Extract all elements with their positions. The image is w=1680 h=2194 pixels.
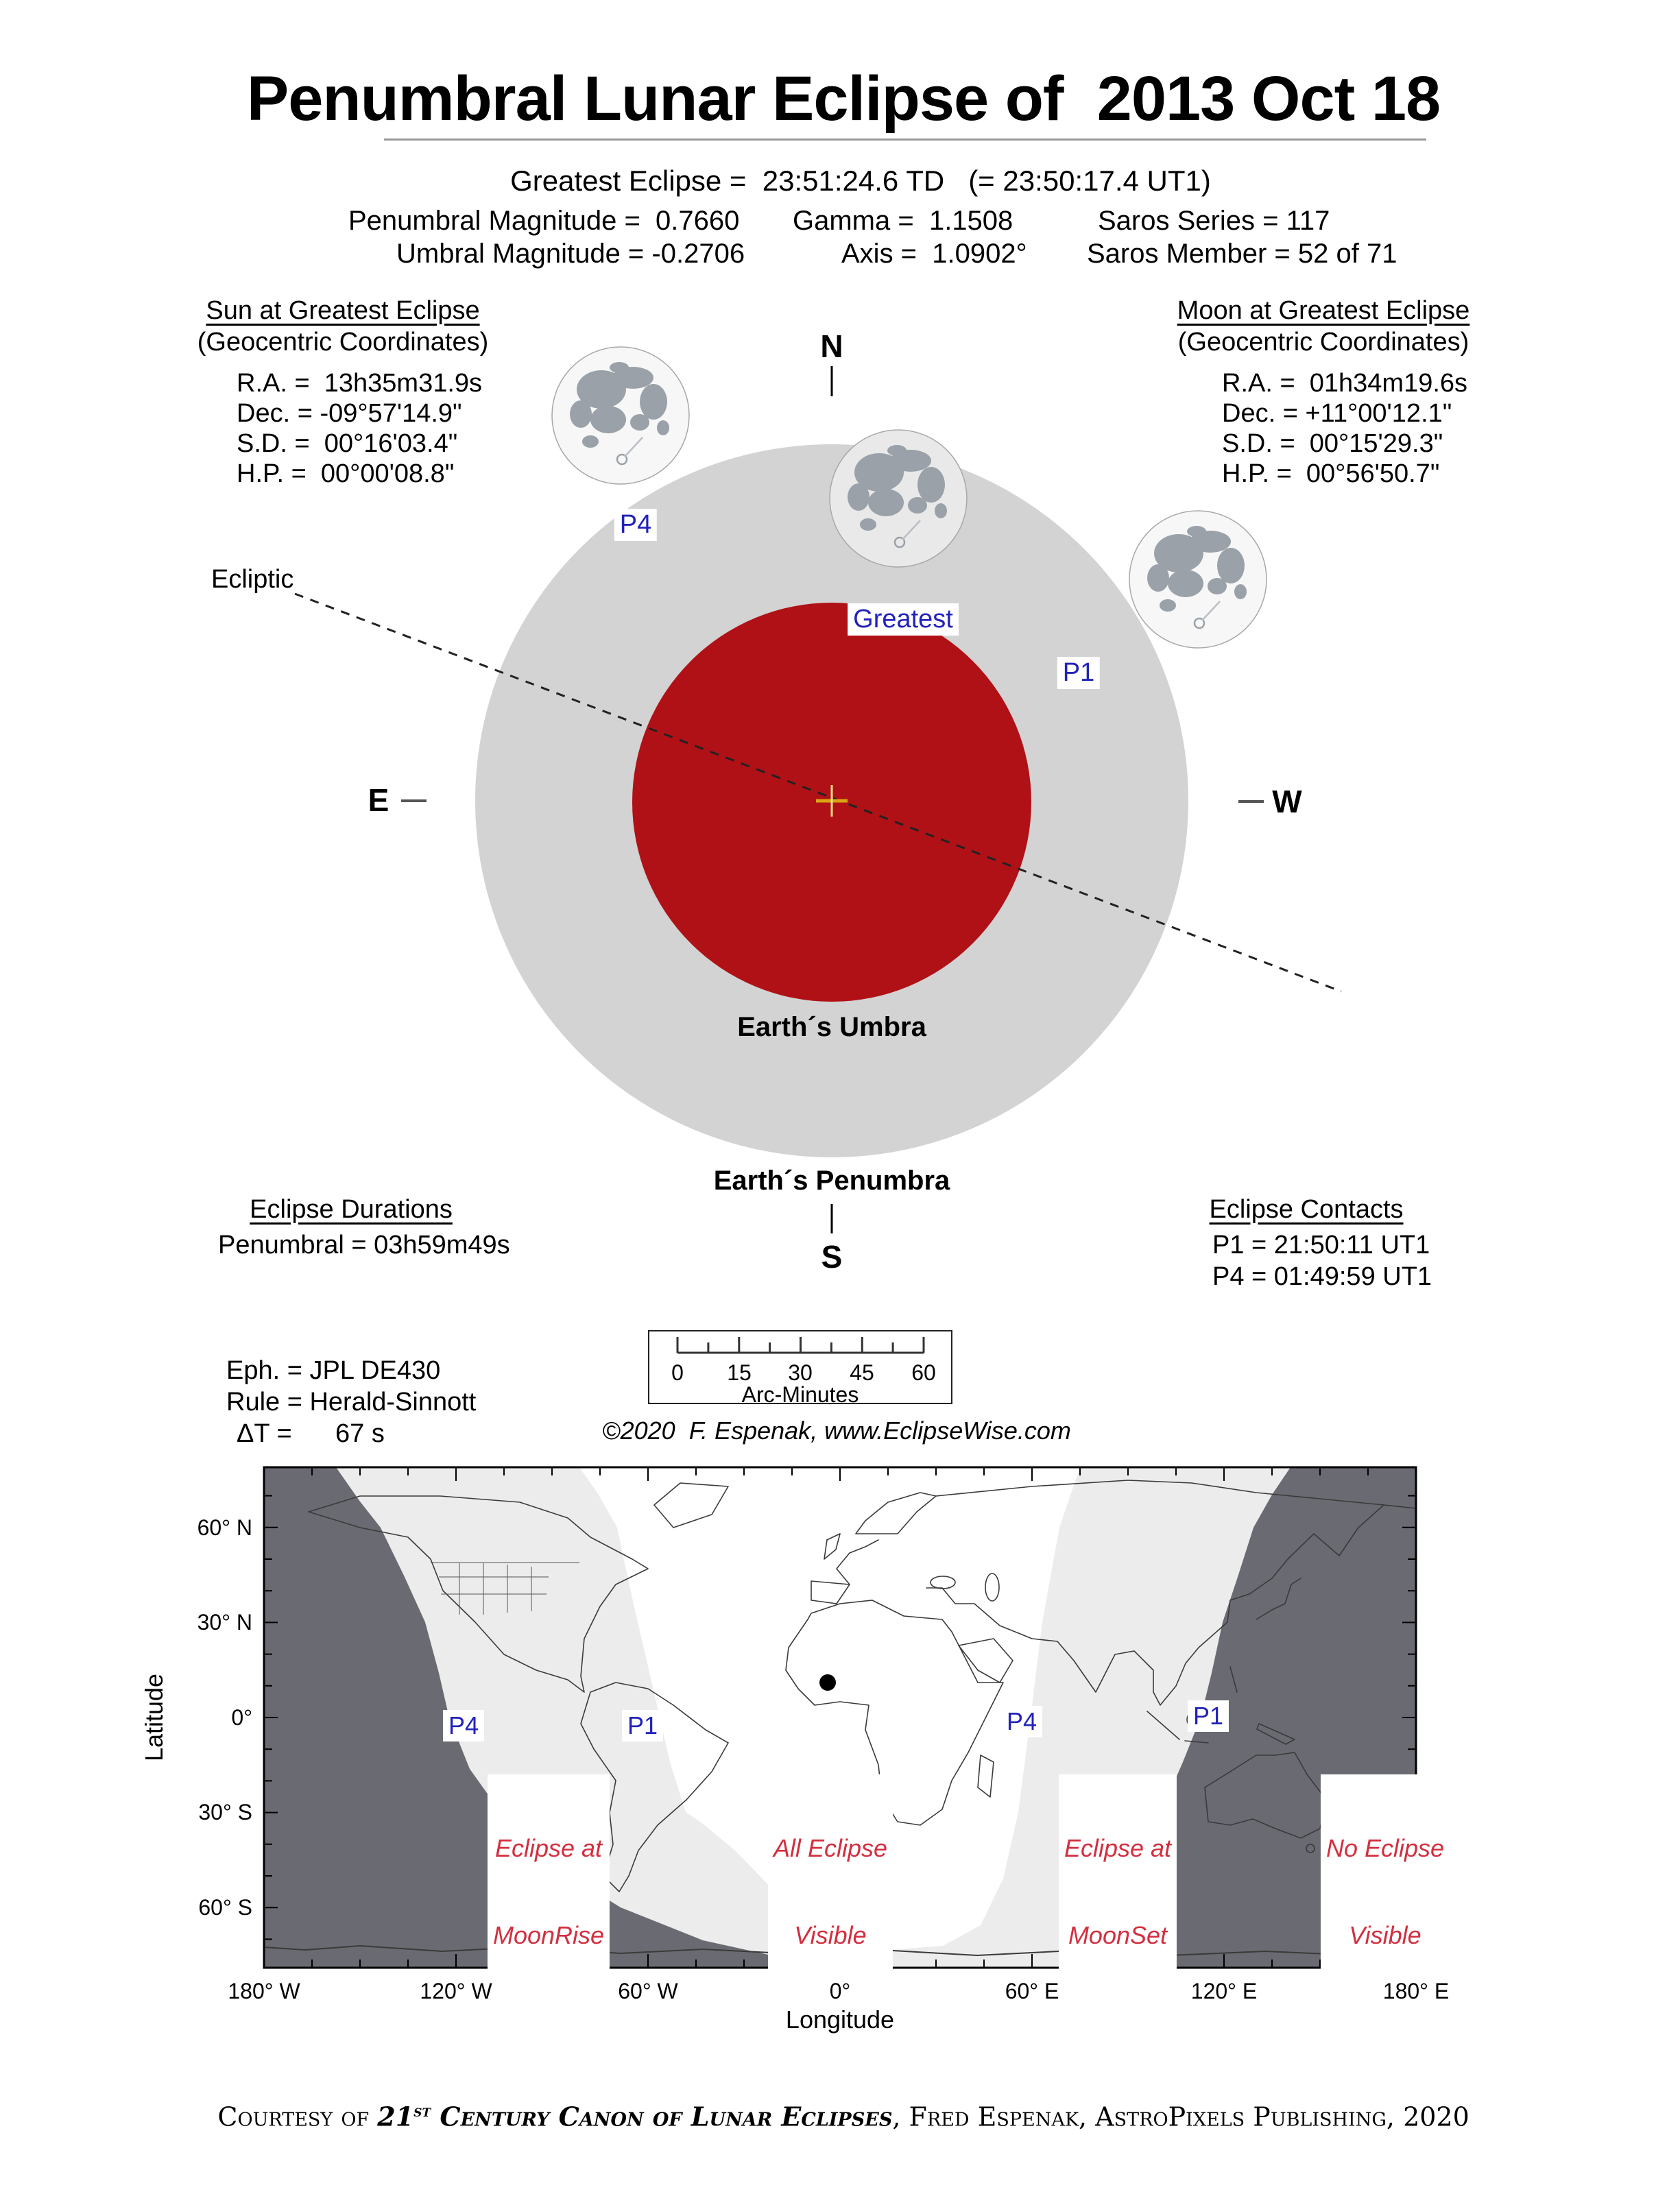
zone-moonset-line2: MoonSet (1068, 1921, 1168, 1950)
footer-prefix: Courtesy of (217, 2101, 378, 2132)
scale-tick-30: 30 (788, 1360, 813, 1385)
map-xlabel: Longitude (785, 2005, 895, 2034)
footer-book-title: Century Canon of Lunar Eclipses (431, 2101, 893, 2132)
lat-tick-60s: 60° S (198, 1895, 252, 1920)
moon-block-heading: Moon at Greatest Eclipse (1177, 296, 1470, 325)
zone-moonset-line1: Eclipse at (1064, 1833, 1172, 1862)
zone-all-line2: Visible (794, 1921, 867, 1950)
footer-suffix: , Fred Espenak, AstroPixels Publishing, … (892, 2101, 1469, 2132)
zone-label-moonrise: Eclipse at MoonRise (487, 1774, 610, 1981)
saros-series: Saros Series = 117 (1098, 206, 1330, 236)
footer-book-number: 21 (377, 2101, 414, 2132)
axis: Axis = 1.0902° (841, 239, 1027, 269)
scale-tick-45: 45 (850, 1360, 874, 1385)
map-marker-p1-west: P1 (621, 1710, 664, 1741)
greatest-eclipse-time: Greatest Eclipse = 23:51:24.6 TD (= 23:5… (510, 165, 1211, 197)
zone-none-line2: Visible (1349, 1921, 1421, 1950)
moon-at-p4 (551, 346, 690, 485)
saros-member: Saros Member = 52 of 71 (1087, 239, 1397, 269)
zone-label-moonset: Eclipse at MoonSet (1058, 1774, 1177, 1981)
footer-credit: Courtesy of 21st Century Canon of Lunar … (201, 2071, 1469, 2132)
lon-tick-180w: 180° W (228, 1979, 300, 2003)
ecliptic-label: Ecliptic (211, 565, 294, 594)
moon-at-p1 (1129, 510, 1267, 649)
contact-label-p4: P4 (614, 509, 658, 541)
delta-t: ΔT = 67 s (237, 1419, 385, 1448)
moon-dec: Dec. = +11°00'12.1" (1222, 399, 1452, 428)
zone-all-line1: All Eclipse (773, 1833, 888, 1862)
lat-tick-60n: 60° N (197, 1515, 252, 1540)
contact-p1-time: P1 = 21:50:11 UT1 (1212, 1231, 1430, 1259)
moon-at-greatest (829, 429, 968, 568)
umbral-magnitude: Umbral Magnitude = -0.2706 (396, 239, 745, 269)
contact-label-greatest: Greatest (848, 603, 959, 636)
lon-tick-120e: 120° E (1190, 1979, 1258, 2003)
scale-tick-0: 0 (671, 1360, 684, 1385)
scale-tick-60: 60 (911, 1360, 936, 1385)
sun-block-heading: Sun at Greatest Eclipse (206, 296, 480, 325)
lon-tick-60w: 60° W (618, 1979, 678, 2003)
ecliptic-line (294, 592, 1342, 993)
lon-tick-120w: 120° W (420, 1979, 492, 2003)
title-underline (384, 138, 1426, 141)
compass-north: N (820, 328, 843, 364)
rule: Rule = Herald-Sinnott (226, 1388, 477, 1417)
map-all-visible-region (579, 1467, 1080, 1951)
lat-tick-30n: 30° N (197, 1610, 252, 1635)
scale-bar-box (648, 1330, 952, 1404)
moon-sd: S.D. = 00°15'29.3" (1222, 429, 1443, 458)
penumbra-label: Earth´s Penumbra (713, 1166, 950, 1196)
umbra-label: Earth´s Umbra (737, 1012, 926, 1042)
contacts-heading: Eclipse Contacts (1209, 1195, 1404, 1224)
sun-dec: Dec. = -09°57'14.9" (237, 399, 462, 428)
contact-label-p1: P1 (1057, 657, 1101, 689)
zone-none-line1: No Eclipse (1325, 1833, 1445, 1862)
ephemeris: Eph. = JPL DE430 (226, 1356, 441, 1385)
zone-label-all-visible: All Eclipse Visible (767, 1774, 893, 1981)
moon-hp: H.P. = 00°56'50.7" (1222, 459, 1440, 488)
scale-unit-label: Arc-Minutes (741, 1382, 859, 1407)
arcminute-ruler (676, 1337, 925, 1354)
sun-block-subheading: (Geocentric Coordinates) (197, 328, 489, 357)
footer-book-ordinal: st (413, 2101, 431, 2121)
moon-block-subheading: (Geocentric Coordinates) (1177, 328, 1469, 357)
sun-sd: S.D. = 00°16'03.4" (237, 429, 458, 458)
compass-west: W (1272, 784, 1302, 819)
map-ylabel: Latitude (140, 1673, 168, 1762)
us-state-borders (431, 1562, 579, 1615)
map-marker-p1-east: P1 (1187, 1700, 1229, 1732)
gamma: Gamma = 1.1508 (793, 206, 1013, 236)
moon-ra: R.A. = 01h34m19.6s (1222, 369, 1468, 398)
zone-moonrise-line1: Eclipse at (494, 1833, 603, 1862)
sun-ra: R.A. = 13h35m31.9s (237, 369, 483, 398)
zone-moonrise-line2: MoonRise (492, 1921, 605, 1950)
greatest-eclipse-zenith-dot (819, 1674, 836, 1691)
penumbral-magnitude: Penumbral Magnitude = 0.7660 (348, 206, 740, 236)
lat-tick-30s: 30° S (198, 1800, 252, 1824)
lon-tick-60e: 60° E (1005, 1979, 1059, 2003)
compass-east: E (368, 782, 389, 818)
durations-heading: Eclipse Durations (250, 1195, 453, 1224)
contact-p4-time: P4 = 01:49:59 UT1 (1212, 1262, 1432, 1291)
map-marker-p4-west: P4 (442, 1710, 485, 1741)
map-no-eclipse-west (264, 1467, 819, 1968)
lat-tick-0: 0° (231, 1705, 252, 1730)
sun-hp: H.P. = 00°00'08.8" (237, 459, 455, 488)
zone-label-no-eclipse: No Eclipse Visible (1320, 1774, 1450, 1981)
copyright: ©2020 F. Espenak, www.EclipseWise.com (602, 1417, 1071, 1445)
durations-penumbral: Penumbral = 03h59m49s (218, 1231, 510, 1259)
lon-tick-180e: 180° E (1382, 1979, 1450, 2003)
compass-south: S (821, 1239, 843, 1275)
scale-tick-15: 15 (727, 1360, 752, 1385)
shadow-axis-cross (816, 785, 848, 817)
page-title: Penumbral Lunar Eclipse of 2013 Oct 18 (246, 64, 1441, 134)
map-marker-p4-east: P4 (1000, 1706, 1043, 1737)
lon-tick-0: 0° (829, 1979, 851, 2003)
